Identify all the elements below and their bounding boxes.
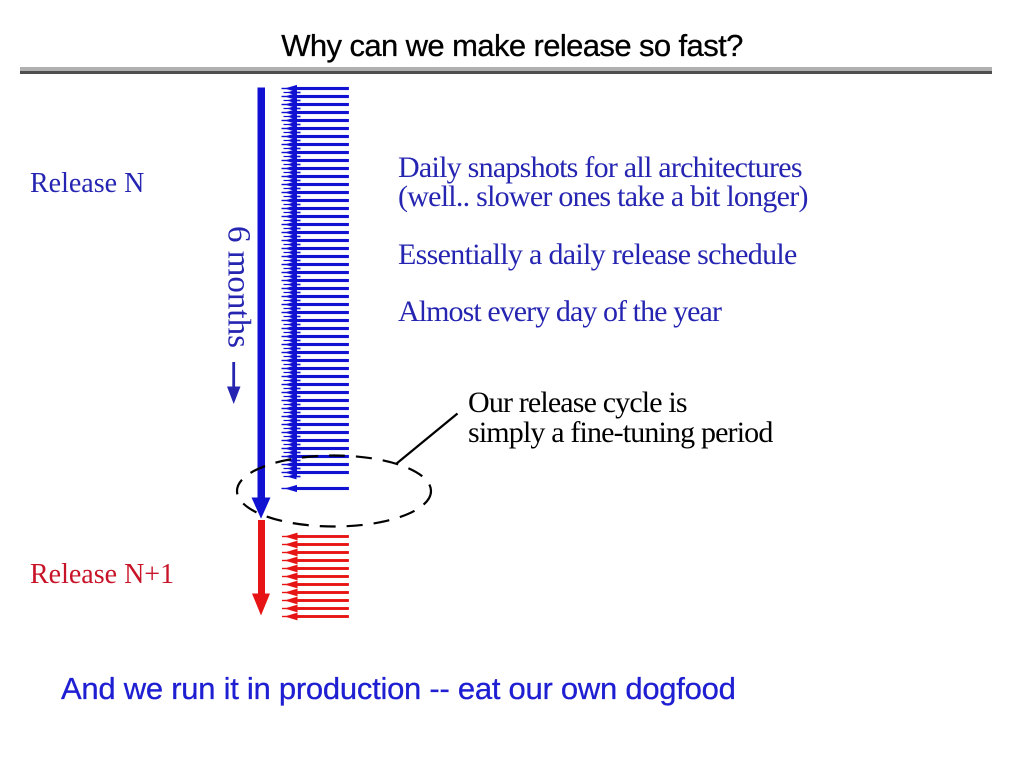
- svg-text:6 months: 6 months: [221, 226, 257, 348]
